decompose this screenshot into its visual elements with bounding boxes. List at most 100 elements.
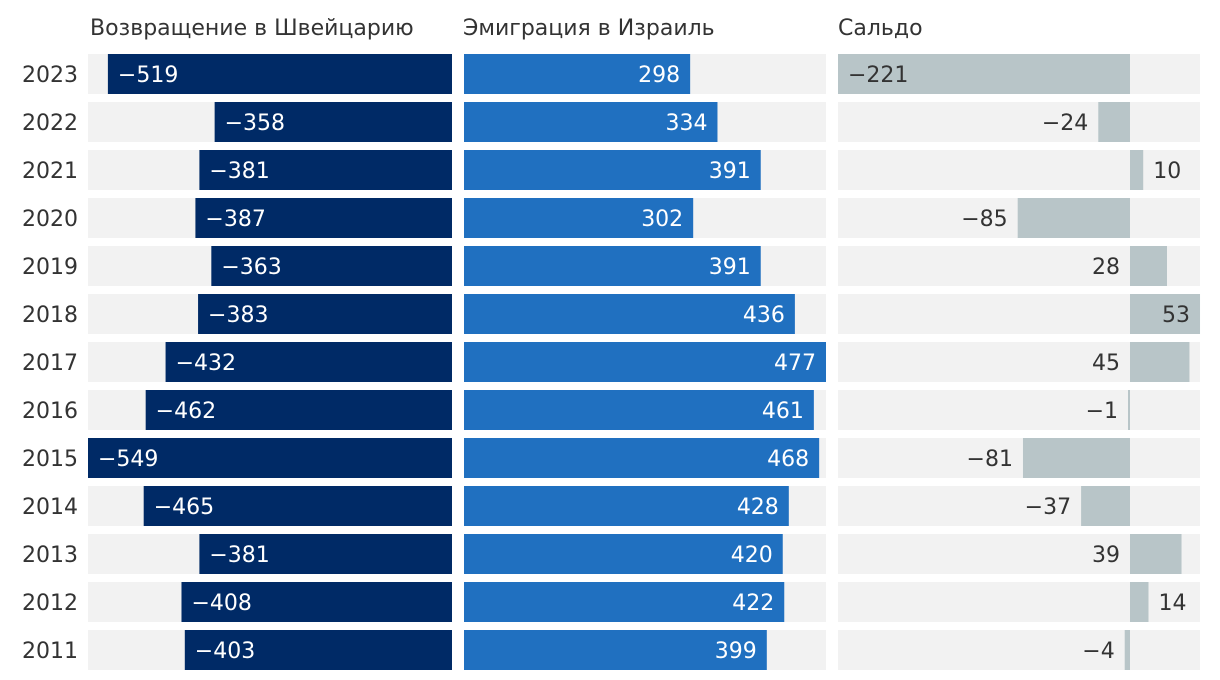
value-label-balance: 14 bbox=[1158, 591, 1186, 616]
header-return: Возвращение в Швейцарию bbox=[90, 16, 414, 41]
track-balance bbox=[838, 390, 1200, 430]
header-emigration: Эмиграция в Израиль bbox=[463, 16, 715, 41]
value-label-emigration: 391 bbox=[709, 159, 751, 184]
value-label-balance: 45 bbox=[1092, 351, 1120, 376]
bar-balance bbox=[1130, 150, 1144, 190]
year-label: 2016 bbox=[22, 399, 78, 424]
value-label-emigration: 399 bbox=[715, 639, 757, 664]
bar-balance bbox=[1081, 486, 1130, 526]
value-label-balance: 10 bbox=[1153, 159, 1181, 184]
bar-balance bbox=[1017, 198, 1130, 238]
value-label-return: −462 bbox=[156, 399, 216, 424]
value-label-emigration: 391 bbox=[709, 255, 751, 280]
year-label: 2019 bbox=[22, 255, 78, 280]
bar-balance bbox=[1098, 102, 1130, 142]
bar-emigration bbox=[464, 102, 718, 142]
year-label: 2023 bbox=[22, 63, 78, 88]
value-label-emigration: 334 bbox=[665, 111, 707, 136]
bar-balance bbox=[1130, 246, 1167, 286]
bar-return bbox=[145, 390, 453, 430]
bar-emigration bbox=[464, 150, 761, 190]
bar-return bbox=[143, 486, 453, 526]
track-balance bbox=[838, 438, 1200, 478]
value-label-balance: −221 bbox=[848, 63, 908, 88]
value-label-emigration: 422 bbox=[732, 591, 774, 616]
bar-return bbox=[211, 246, 452, 286]
bar-emigration bbox=[464, 198, 694, 238]
value-label-balance: 53 bbox=[1162, 303, 1190, 328]
bar-emigration bbox=[464, 630, 767, 670]
bar-return bbox=[184, 630, 452, 670]
track-balance bbox=[838, 486, 1200, 526]
value-label-return: −383 bbox=[208, 303, 268, 328]
value-label-balance: 39 bbox=[1092, 543, 1120, 568]
year-label: 2018 bbox=[22, 303, 78, 328]
year-label: 2021 bbox=[22, 159, 78, 184]
track-balance bbox=[838, 150, 1200, 190]
value-label-return: −358 bbox=[225, 111, 285, 136]
year-label: 2015 bbox=[22, 447, 78, 472]
value-label-return: −408 bbox=[191, 591, 251, 616]
year-label: 2011 bbox=[22, 639, 78, 664]
value-label-return: −363 bbox=[221, 255, 281, 280]
bar-balance bbox=[1130, 294, 1201, 334]
value-label-emigration: 477 bbox=[774, 351, 816, 376]
value-label-balance: −81 bbox=[967, 447, 1013, 472]
bar-emigration bbox=[464, 246, 761, 286]
value-label-emigration: 298 bbox=[638, 63, 680, 88]
value-label-emigration: 428 bbox=[737, 495, 779, 520]
value-label-return: −403 bbox=[195, 639, 255, 664]
value-label-return: −465 bbox=[154, 495, 214, 520]
year-label: 2020 bbox=[22, 207, 78, 232]
bar-emigration bbox=[464, 390, 814, 430]
bar-balance bbox=[1130, 582, 1149, 622]
bar-return bbox=[199, 150, 452, 190]
bar-return bbox=[195, 198, 452, 238]
value-label-balance: −85 bbox=[961, 207, 1007, 232]
value-label-return: −519 bbox=[118, 63, 178, 88]
year-label: 2014 bbox=[22, 495, 78, 520]
bar-balance bbox=[838, 54, 1130, 94]
bar-return bbox=[199, 534, 452, 574]
value-label-return: −549 bbox=[98, 447, 158, 472]
value-label-emigration: 461 bbox=[762, 399, 804, 424]
value-label-emigration: 420 bbox=[731, 543, 773, 568]
year-label: 2022 bbox=[22, 111, 78, 136]
bar-emigration bbox=[464, 438, 820, 478]
bar-return bbox=[107, 54, 452, 94]
value-label-balance: −1 bbox=[1086, 399, 1118, 424]
track-balance bbox=[838, 102, 1200, 142]
bar-emigration bbox=[464, 582, 785, 622]
bar-return bbox=[198, 294, 452, 334]
bar-balance bbox=[1022, 438, 1130, 478]
value-label-balance: 28 bbox=[1092, 255, 1120, 280]
bar-emigration bbox=[464, 294, 795, 334]
track-balance bbox=[838, 630, 1200, 670]
value-label-return: −381 bbox=[209, 159, 269, 184]
value-label-balance: −24 bbox=[1042, 111, 1088, 136]
value-label-return: −432 bbox=[176, 351, 236, 376]
value-label-emigration: 468 bbox=[767, 447, 809, 472]
value-label-return: −381 bbox=[209, 543, 269, 568]
year-label: 2017 bbox=[22, 351, 78, 376]
bar-balance bbox=[1130, 534, 1182, 574]
value-label-balance: −4 bbox=[1082, 639, 1114, 664]
bar-emigration bbox=[464, 54, 691, 94]
bar-emigration bbox=[464, 534, 783, 574]
bar-emigration bbox=[464, 486, 789, 526]
value-label-balance: −37 bbox=[1025, 495, 1071, 520]
bar-balance bbox=[1130, 342, 1190, 382]
bar-balance bbox=[1128, 390, 1130, 430]
year-label: 2012 bbox=[22, 591, 78, 616]
bar-balance bbox=[1124, 630, 1130, 670]
bar-emigration bbox=[464, 342, 826, 382]
header-balance: Сальдо bbox=[838, 16, 923, 41]
value-label-return: −387 bbox=[205, 207, 265, 232]
value-label-emigration: 436 bbox=[743, 303, 785, 328]
bar-return bbox=[165, 342, 452, 382]
bar-return bbox=[214, 102, 452, 142]
year-label: 2013 bbox=[22, 543, 78, 568]
bar-return bbox=[181, 582, 453, 622]
value-label-emigration: 302 bbox=[641, 207, 683, 232]
